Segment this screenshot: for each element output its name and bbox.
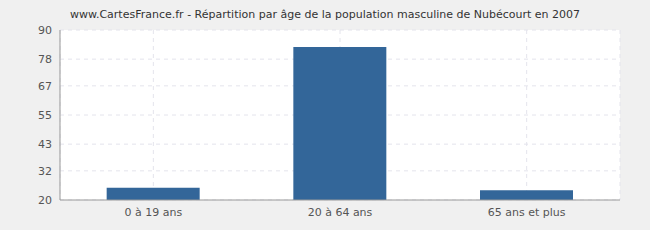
svg-text:43: 43 (38, 138, 52, 151)
svg-text:90: 90 (38, 24, 52, 37)
svg-text:55: 55 (38, 109, 52, 122)
svg-text:67: 67 (38, 80, 52, 93)
svg-text:20: 20 (38, 194, 52, 207)
svg-text:65 ans et plus: 65 ans et plus (488, 206, 566, 219)
svg-text:78: 78 (38, 53, 52, 66)
svg-text:20 à 64 ans: 20 à 64 ans (308, 206, 373, 219)
svg-text:32: 32 (38, 165, 52, 178)
svg-text:0 à 19 ans: 0 à 19 ans (124, 206, 182, 219)
html-text:www.CartesFrance.fr - Répartit: www.CartesFrance.fr - Répartition par âg… (69, 8, 581, 21)
